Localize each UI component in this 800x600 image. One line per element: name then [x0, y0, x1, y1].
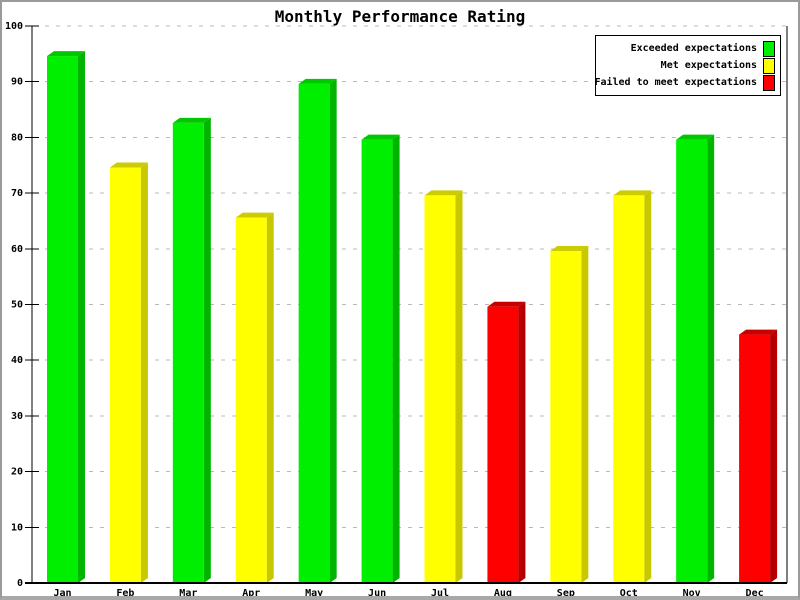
y-tick-label-20: 20 — [11, 467, 23, 478]
y-tick-label-100: 100 — [5, 21, 23, 32]
bar-Sep — [550, 251, 582, 583]
bar-side-Feb — [140, 162, 148, 583]
y-tick-label-90: 90 — [11, 77, 23, 88]
x-label-Oct: Oct — [620, 588, 638, 599]
bar-top-Mar — [172, 117, 211, 123]
y-tick-label-50: 50 — [11, 300, 23, 311]
x-label-Nov: Nov — [683, 588, 701, 599]
legend-label: Met expectations — [660, 60, 757, 71]
bar-side-Dec — [770, 329, 778, 583]
legend-swatch-failed — [763, 74, 775, 91]
legend-item-exceeded: Exceeded expectations — [601, 40, 775, 57]
legend-label: Exceeded expectations — [630, 43, 757, 54]
x-label-Dec: Dec — [746, 588, 764, 599]
y-tick-label-60: 60 — [11, 244, 23, 255]
bar-Feb — [109, 167, 141, 583]
bar-top-Feb — [109, 162, 148, 168]
legend-swatch-met — [763, 57, 775, 74]
bar-Apr — [235, 217, 267, 583]
bar-top-Nov — [676, 134, 715, 140]
y-tick-label-70: 70 — [11, 188, 23, 199]
x-label-May: May — [305, 588, 323, 599]
bar-side-Aug — [518, 301, 526, 583]
bar-side-Jul — [455, 190, 463, 583]
bar-Jan — [47, 56, 78, 583]
x-label-Jul: Jul — [431, 588, 449, 599]
bar-side-Jun — [392, 134, 400, 584]
x-label-Aug: Aug — [494, 588, 512, 599]
bar-side-Sep — [581, 246, 589, 583]
legend-item-failed: Failed to meet expectations — [594, 74, 775, 91]
bar-top-Dec — [739, 329, 778, 335]
bar-top-Jun — [361, 134, 400, 140]
bar-Mar — [172, 122, 204, 583]
bar-side-Jan — [78, 51, 85, 583]
bar-Jul — [424, 195, 456, 583]
bar-May — [298, 83, 330, 583]
bar-Oct — [613, 195, 645, 583]
legend: Exceeded expectations Met expectations Fai… — [594, 35, 781, 96]
bar-top-Aug — [487, 301, 526, 307]
y-tick-label-30: 30 — [11, 411, 23, 422]
x-label-Mar: Mar — [179, 588, 197, 599]
x-label-Sep: Sep — [557, 588, 575, 599]
y-tick-label-0: 0 — [17, 578, 23, 589]
bar-top-Oct — [613, 190, 652, 196]
bar-side-Oct — [644, 190, 652, 583]
legend-swatch-exceeded — [763, 40, 775, 57]
bar-Aug — [487, 306, 519, 583]
bar-side-May — [329, 78, 337, 583]
x-label-Jan: Jan — [53, 588, 71, 599]
bar-top-Sep — [550, 246, 589, 252]
y-tick-label-10: 10 — [11, 522, 23, 533]
bar-top-Jan — [47, 51, 85, 57]
x-label-Feb: Feb — [116, 588, 134, 599]
bar-side-Nov — [707, 134, 715, 584]
bar-Jun — [361, 139, 393, 584]
chart-title: Monthly Performance Rating — [274, 7, 526, 26]
x-label-Apr: Apr — [242, 588, 260, 599]
bar-Dec — [739, 334, 771, 583]
bar-top-Jul — [424, 190, 463, 196]
bar-Nov — [676, 139, 708, 584]
bar-side-Mar — [203, 117, 211, 583]
y-tick-label-40: 40 — [11, 355, 23, 366]
bar-top-Apr — [235, 212, 274, 218]
y-tick-label-80: 80 — [11, 132, 23, 143]
legend-label: Failed to meet expectations — [594, 77, 757, 88]
x-label-Jun: Jun — [368, 588, 386, 599]
legend-item-met: Met expectations — [601, 57, 775, 74]
bar-side-Apr — [266, 212, 274, 583]
bar-top-May — [298, 78, 337, 84]
